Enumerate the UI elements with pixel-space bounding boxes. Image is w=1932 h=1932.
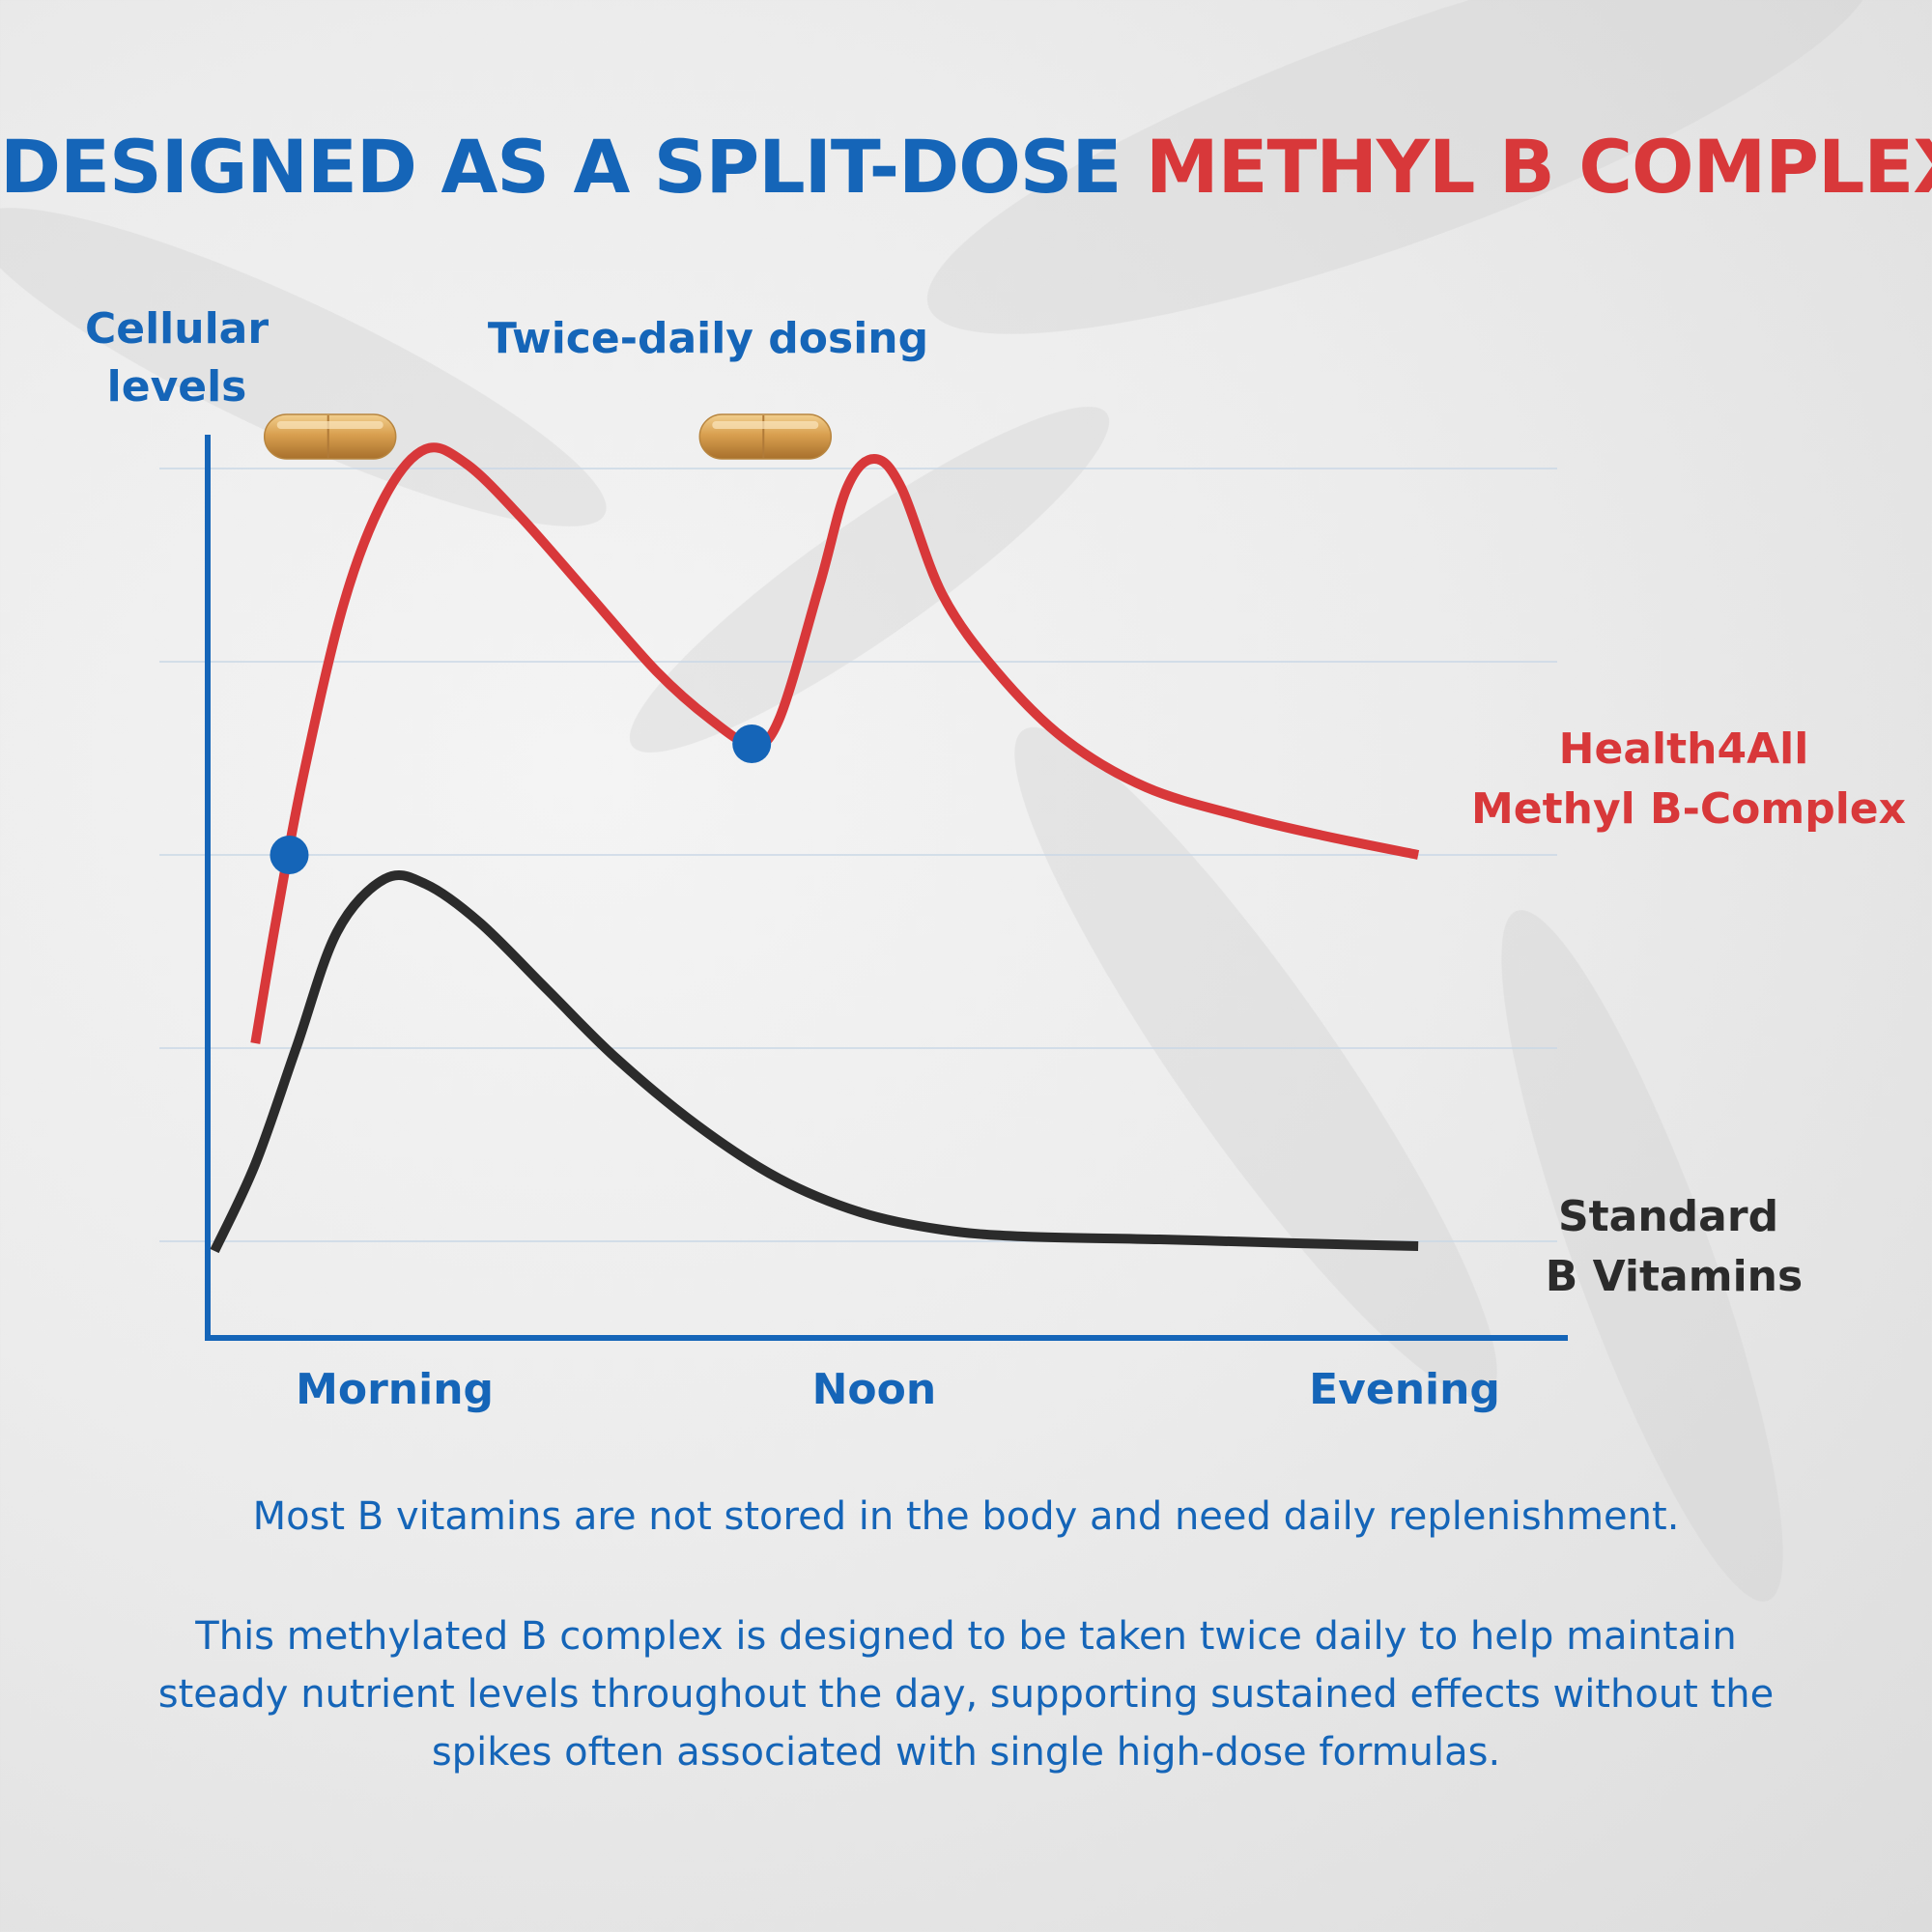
page-title-blue: DESIGNED AS A SPLIT-DOSE bbox=[0, 124, 1122, 210]
y-axis-label-line-1: Cellular bbox=[85, 304, 269, 354]
capsule-icon bbox=[698, 413, 833, 460]
annotation-twice-daily-dosing: Twice-daily dosing bbox=[488, 314, 928, 363]
axes bbox=[205, 435, 1568, 1341]
capsule-body bbox=[263, 413, 397, 460]
x-tick-label-evening: Evening bbox=[1309, 1365, 1500, 1414]
capsule-highlight bbox=[276, 421, 384, 429]
series-label-standard-line-1: Standard bbox=[1558, 1192, 1778, 1241]
x-tick-label-noon: Noon bbox=[812, 1365, 937, 1414]
x-tick-label-morning: Morning bbox=[296, 1365, 494, 1414]
chart-labels: Cellular levels Twice-daily dosing Morning N… bbox=[85, 304, 1906, 1414]
caption-replenishment: Most B vitamins are not stored in the bo… bbox=[252, 1494, 1680, 1539]
series-label-health4all-line-1: Health4All bbox=[1559, 724, 1809, 774]
dose-marker-dot bbox=[732, 724, 772, 763]
series bbox=[210, 442, 1420, 1254]
page-title-red: METHYL B COMPLEX bbox=[1145, 124, 1932, 210]
series-label-standard-line-2: B Vitamins bbox=[1546, 1252, 1803, 1301]
y-axis-label-line-2: levels bbox=[107, 362, 247, 412]
capsule-body bbox=[698, 413, 833, 460]
series-line-standard-b-vitamins bbox=[210, 869, 1419, 1254]
caption-twice-daily: This methylated B complex is designed to… bbox=[157, 1614, 1775, 1775]
series-label-health4all-line-2: Methyl B-Complex bbox=[1471, 784, 1906, 834]
dose-marker-dot bbox=[270, 836, 309, 874]
dose-markers bbox=[270, 724, 772, 874]
page-title: DESIGNED AS A SPLIT-DOSE METHYL B COMPLE… bbox=[0, 124, 1932, 210]
gridlines bbox=[159, 468, 1557, 1242]
capsule-highlight bbox=[712, 421, 819, 429]
capsules bbox=[263, 413, 833, 460]
capsule-icon bbox=[263, 413, 397, 460]
series-line-health4all-methyl-b-complex bbox=[250, 442, 1420, 1044]
